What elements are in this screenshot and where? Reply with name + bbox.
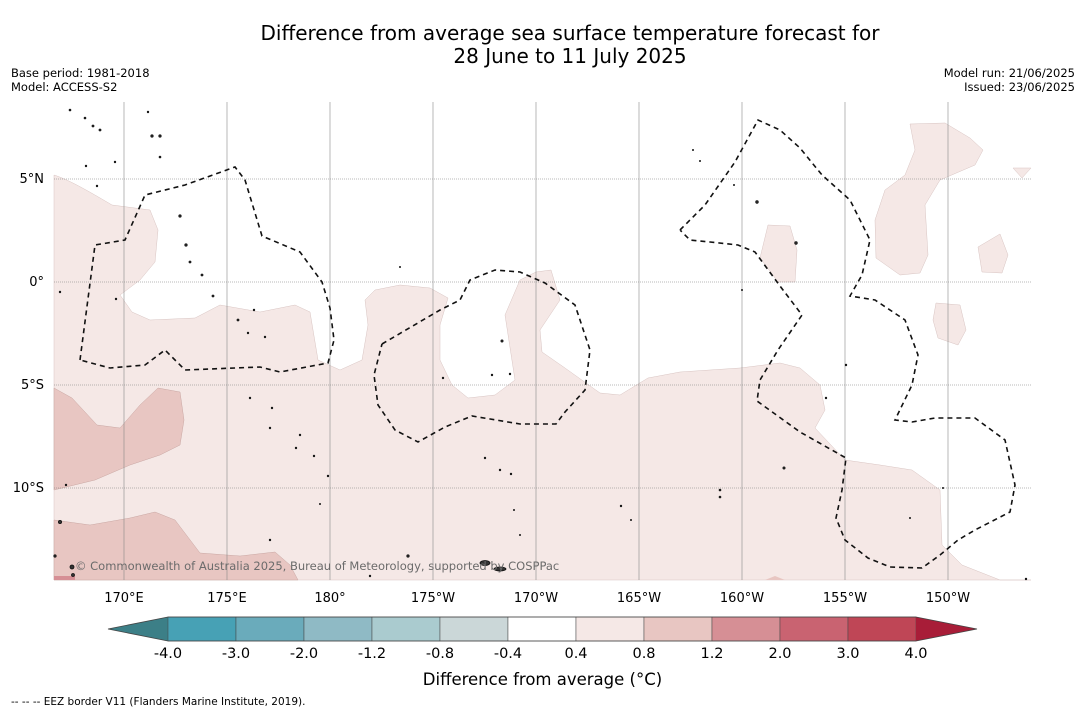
colorbar-bin — [779, 616, 849, 642]
lon-label: 175°E — [207, 591, 247, 606]
lon-label: 175°W — [411, 591, 455, 606]
meridians — [123, 102, 949, 580]
chart-title: Difference from average sea surface temp… — [0, 22, 1085, 68]
lat-label: 5°S — [21, 378, 44, 393]
anomaly-region-light-ne — [874, 122, 984, 276]
lon-label: 165°W — [617, 591, 661, 606]
base-period-text: Base period: 1981-2018 — [11, 66, 150, 80]
colorbar-tick-label: -0.8 — [426, 646, 454, 662]
colorbar-bin — [167, 616, 237, 642]
map-plot — [53, 102, 1032, 581]
colorbar-bin — [303, 616, 373, 642]
title-line-1: Difference from average sea surface temp… — [260, 21, 880, 45]
anomaly-region-light-patch-1 — [977, 233, 1009, 274]
colorbar-tick-label: -3.0 — [222, 646, 250, 662]
lon-label: 180° — [314, 591, 345, 606]
anomaly-region-light-patch-2 — [932, 302, 967, 346]
lon-labels: 170°E 175°E 180° 175°W 170°W 165°W 160°W… — [104, 591, 970, 606]
lon-label: 160°W — [720, 591, 764, 606]
colorbar-tick-label: 0.8 — [632, 646, 655, 662]
lon-label: 170°W — [514, 591, 558, 606]
colorbar-tick-label: 2.0 — [768, 646, 791, 662]
lon-label: 155°W — [823, 591, 867, 606]
lat-label: 5°N — [20, 172, 45, 187]
anomaly-region-medium-sw — [53, 511, 299, 581]
lon-label: 170°E — [104, 591, 144, 606]
model-text: Model: ACCESS-S2 — [11, 80, 118, 94]
lat-labels: 5°N 0° 5°S 10°S — [13, 172, 44, 496]
colorbar-tick-label: 0.4 — [564, 646, 587, 662]
eez-legend: -- -- -- EEZ border V11 (Flanders Marine… — [11, 696, 306, 708]
colorbar-tick-label: -2.0 — [290, 646, 318, 662]
colorbar-tick-label: -4.0 — [154, 646, 182, 662]
lat-label: 0° — [29, 275, 44, 290]
lat-label: 10°S — [13, 481, 44, 496]
anomaly-region-medium-se — [765, 576, 785, 580]
gridlines — [54, 178, 1031, 489]
colorbar-tick-label: -0.4 — [494, 646, 522, 662]
title-line-2: 28 June to 11 July 2025 — [453, 44, 687, 68]
colorbar-tick-label: 1.2 — [700, 646, 723, 662]
colorbar-bin — [371, 616, 441, 642]
colorbar-bin — [235, 616, 305, 642]
anomaly-region-light — [53, 174, 1031, 581]
colorbar-title: Difference from average (°C) — [422, 670, 663, 689]
colorbar-outline — [107, 616, 978, 642]
islands — [53, 108, 1028, 581]
model-run-text: Model run: 21/06/2025 — [943, 66, 1075, 80]
colorbar-bin — [439, 616, 509, 642]
colorbar-bin — [507, 616, 577, 642]
meta-left: Base period: 1981-2018 Model: ACCESS-S2 — [11, 66, 150, 94]
copyright-notice: © Commonwealth of Australia 2025, Bureau… — [75, 559, 560, 573]
colorbar-tick-label: -1.2 — [358, 646, 386, 662]
colorbar-under-arrow — [108, 617, 168, 641]
anomaly-region-medium-west — [53, 387, 185, 491]
colorbar-bin — [711, 616, 781, 642]
colorbar-over-arrow — [916, 617, 977, 641]
lon-label: 150°W — [926, 591, 970, 606]
anomaly-region-strong-sw — [54, 576, 75, 580]
issued-text: Issued: 23/06/2025 — [964, 80, 1075, 94]
colorbar-bin — [575, 616, 645, 642]
anomaly-region-light-patch-4 — [1012, 167, 1032, 179]
meta-right: Model run: 21/06/2025 Issued: 23/06/2025 — [944, 66, 1075, 94]
colorbar-bin — [847, 616, 917, 642]
colorbar-tick-label: 4.0 — [904, 646, 927, 662]
eez-borders — [79, 118, 1016, 569]
colorbar-tick-label: 3.0 — [836, 646, 859, 662]
colorbar: -4.0 -3.0 -2.0 -1.2 -0.8 -0.4 0.4 0.8 1.2 2.0 3.0 4… — [107, 616, 978, 662]
colorbar-bin — [643, 616, 713, 642]
